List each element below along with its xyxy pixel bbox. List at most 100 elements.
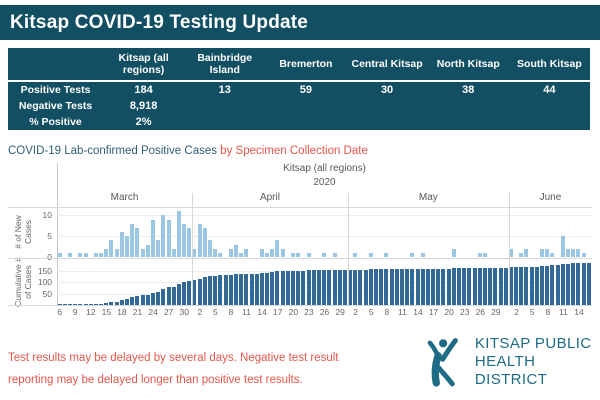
- bar-slot: [280, 207, 285, 257]
- bar-slot: [524, 207, 529, 257]
- cumulative-cases-bar: [109, 302, 114, 305]
- new-cases-bar: [130, 223, 135, 257]
- bar-slot: [171, 259, 176, 305]
- bar-slot: [109, 259, 114, 305]
- x-tick-label: 30: [179, 307, 189, 317]
- bar-slot: [254, 259, 259, 305]
- table-header-cell: Central Kitsap: [346, 48, 428, 82]
- table-value-cell: [428, 114, 509, 130]
- table-value-cell: [184, 98, 265, 114]
- y-tick-label: 5: [47, 231, 52, 242]
- cumulative-cases-bar: [208, 276, 213, 305]
- bar-slot: [586, 207, 591, 257]
- cumulative-cases-bar: [161, 289, 166, 305]
- x-tick-label: 6: [57, 307, 62, 317]
- new-cases-bar: [145, 244, 150, 257]
- bar-slot: [576, 207, 581, 257]
- bar-slot: [353, 259, 358, 305]
- cumulative-cases-bar: [83, 304, 88, 305]
- x-tick-label: 8: [545, 307, 551, 317]
- bar-slot: [301, 259, 306, 305]
- cumulative-cases-bar: [342, 269, 347, 305]
- table-corner-cell: [8, 48, 103, 82]
- bar-slot: [581, 259, 586, 305]
- cumulative-cases-bar: [187, 280, 192, 305]
- table-header-cell: South Kitsap: [508, 48, 590, 82]
- x-tick-label: 14: [574, 307, 584, 317]
- bar-slot: [270, 259, 275, 305]
- new-cases-bar: [140, 248, 145, 257]
- new-cases-bar: [322, 252, 327, 257]
- bar-slot: [503, 259, 508, 305]
- bar-slot: [145, 259, 150, 305]
- bar-slot: [270, 207, 275, 257]
- x-axis-line: [8, 305, 592, 306]
- bar-slot: [550, 207, 555, 257]
- new-cases-bar: [93, 252, 98, 257]
- cumulative-cases-bar: [259, 273, 264, 305]
- bar-slot: [275, 259, 280, 305]
- bar-slot: [446, 259, 451, 305]
- x-tick-label: 17: [273, 307, 283, 317]
- bar-slot: [519, 207, 524, 257]
- cumulative-cases-bar: [550, 265, 555, 305]
- bar-slot: [202, 259, 207, 305]
- x-tick-label: 8: [384, 307, 390, 317]
- bar-slot: [223, 259, 228, 305]
- table-value-cell: 184: [134, 84, 153, 96]
- bar-slot: [104, 259, 109, 305]
- bar-slot: [62, 259, 67, 305]
- kitsap-health-logo: KITSAP PUBLIC HEALTH DISTRICT: [424, 334, 600, 390]
- bar-slot: [119, 207, 124, 257]
- y-axis-line: [57, 163, 58, 305]
- bar-slot: [399, 259, 404, 305]
- cumulative-cases-bar: [104, 303, 109, 305]
- table-value-cell: 2%: [135, 116, 152, 128]
- bar-slot: [233, 207, 238, 257]
- bar-slot: [555, 259, 560, 305]
- bar-slot: [218, 207, 223, 257]
- cumulative-cases-bar: [358, 269, 363, 305]
- bar-slot: [306, 207, 311, 257]
- bar-slot: [228, 259, 233, 305]
- new-cases-bar: [270, 248, 275, 257]
- x-tick-label: 2: [353, 307, 359, 317]
- x-tick-label: 17: [428, 307, 439, 317]
- x-tick-label: 20: [288, 307, 299, 317]
- cumulative-cases-bar: [57, 304, 62, 305]
- bar-slot: [124, 259, 130, 305]
- bar-slot: [560, 259, 565, 305]
- bar-slot: [182, 259, 187, 305]
- table-value-cell: 38: [462, 84, 475, 96]
- cumulative-cases-bar: [171, 286, 176, 305]
- cumulative-cases-bar: [534, 266, 539, 305]
- bar-slot: [539, 259, 545, 305]
- bar-slot: [436, 259, 441, 305]
- bar-slot: [135, 259, 140, 305]
- x-tick-label: 5: [368, 307, 374, 317]
- bar-slot: [456, 259, 462, 305]
- table-value-cell: [346, 114, 427, 130]
- new-cases-bar: [296, 252, 301, 257]
- table-value-cell: 59: [299, 84, 313, 96]
- new-cases-bar: [244, 248, 249, 257]
- new-cases-bar: [161, 215, 166, 257]
- table-value-cell: [265, 98, 346, 114]
- cumulative-cases-bar: [560, 264, 565, 305]
- new-cases-bar: [275, 240, 280, 257]
- cumulative-cases-bar: [130, 297, 135, 305]
- bar-slot: [228, 207, 233, 257]
- cumulative-cases-bar: [529, 266, 534, 305]
- bar-slot: [265, 259, 270, 305]
- bar-slot: [280, 259, 285, 305]
- x-tick-label: 23: [460, 307, 470, 317]
- new-cases-bar: [187, 227, 192, 257]
- bar-slot: [384, 259, 389, 305]
- bar-slot: [571, 207, 576, 257]
- x-tick-label: 8: [228, 307, 234, 317]
- month-divider-line: [508, 193, 510, 305]
- bar-slot: [358, 259, 363, 305]
- cumulative-cases-bar: [150, 292, 155, 305]
- bar-slot: [539, 207, 545, 257]
- bar-slot: [150, 259, 155, 305]
